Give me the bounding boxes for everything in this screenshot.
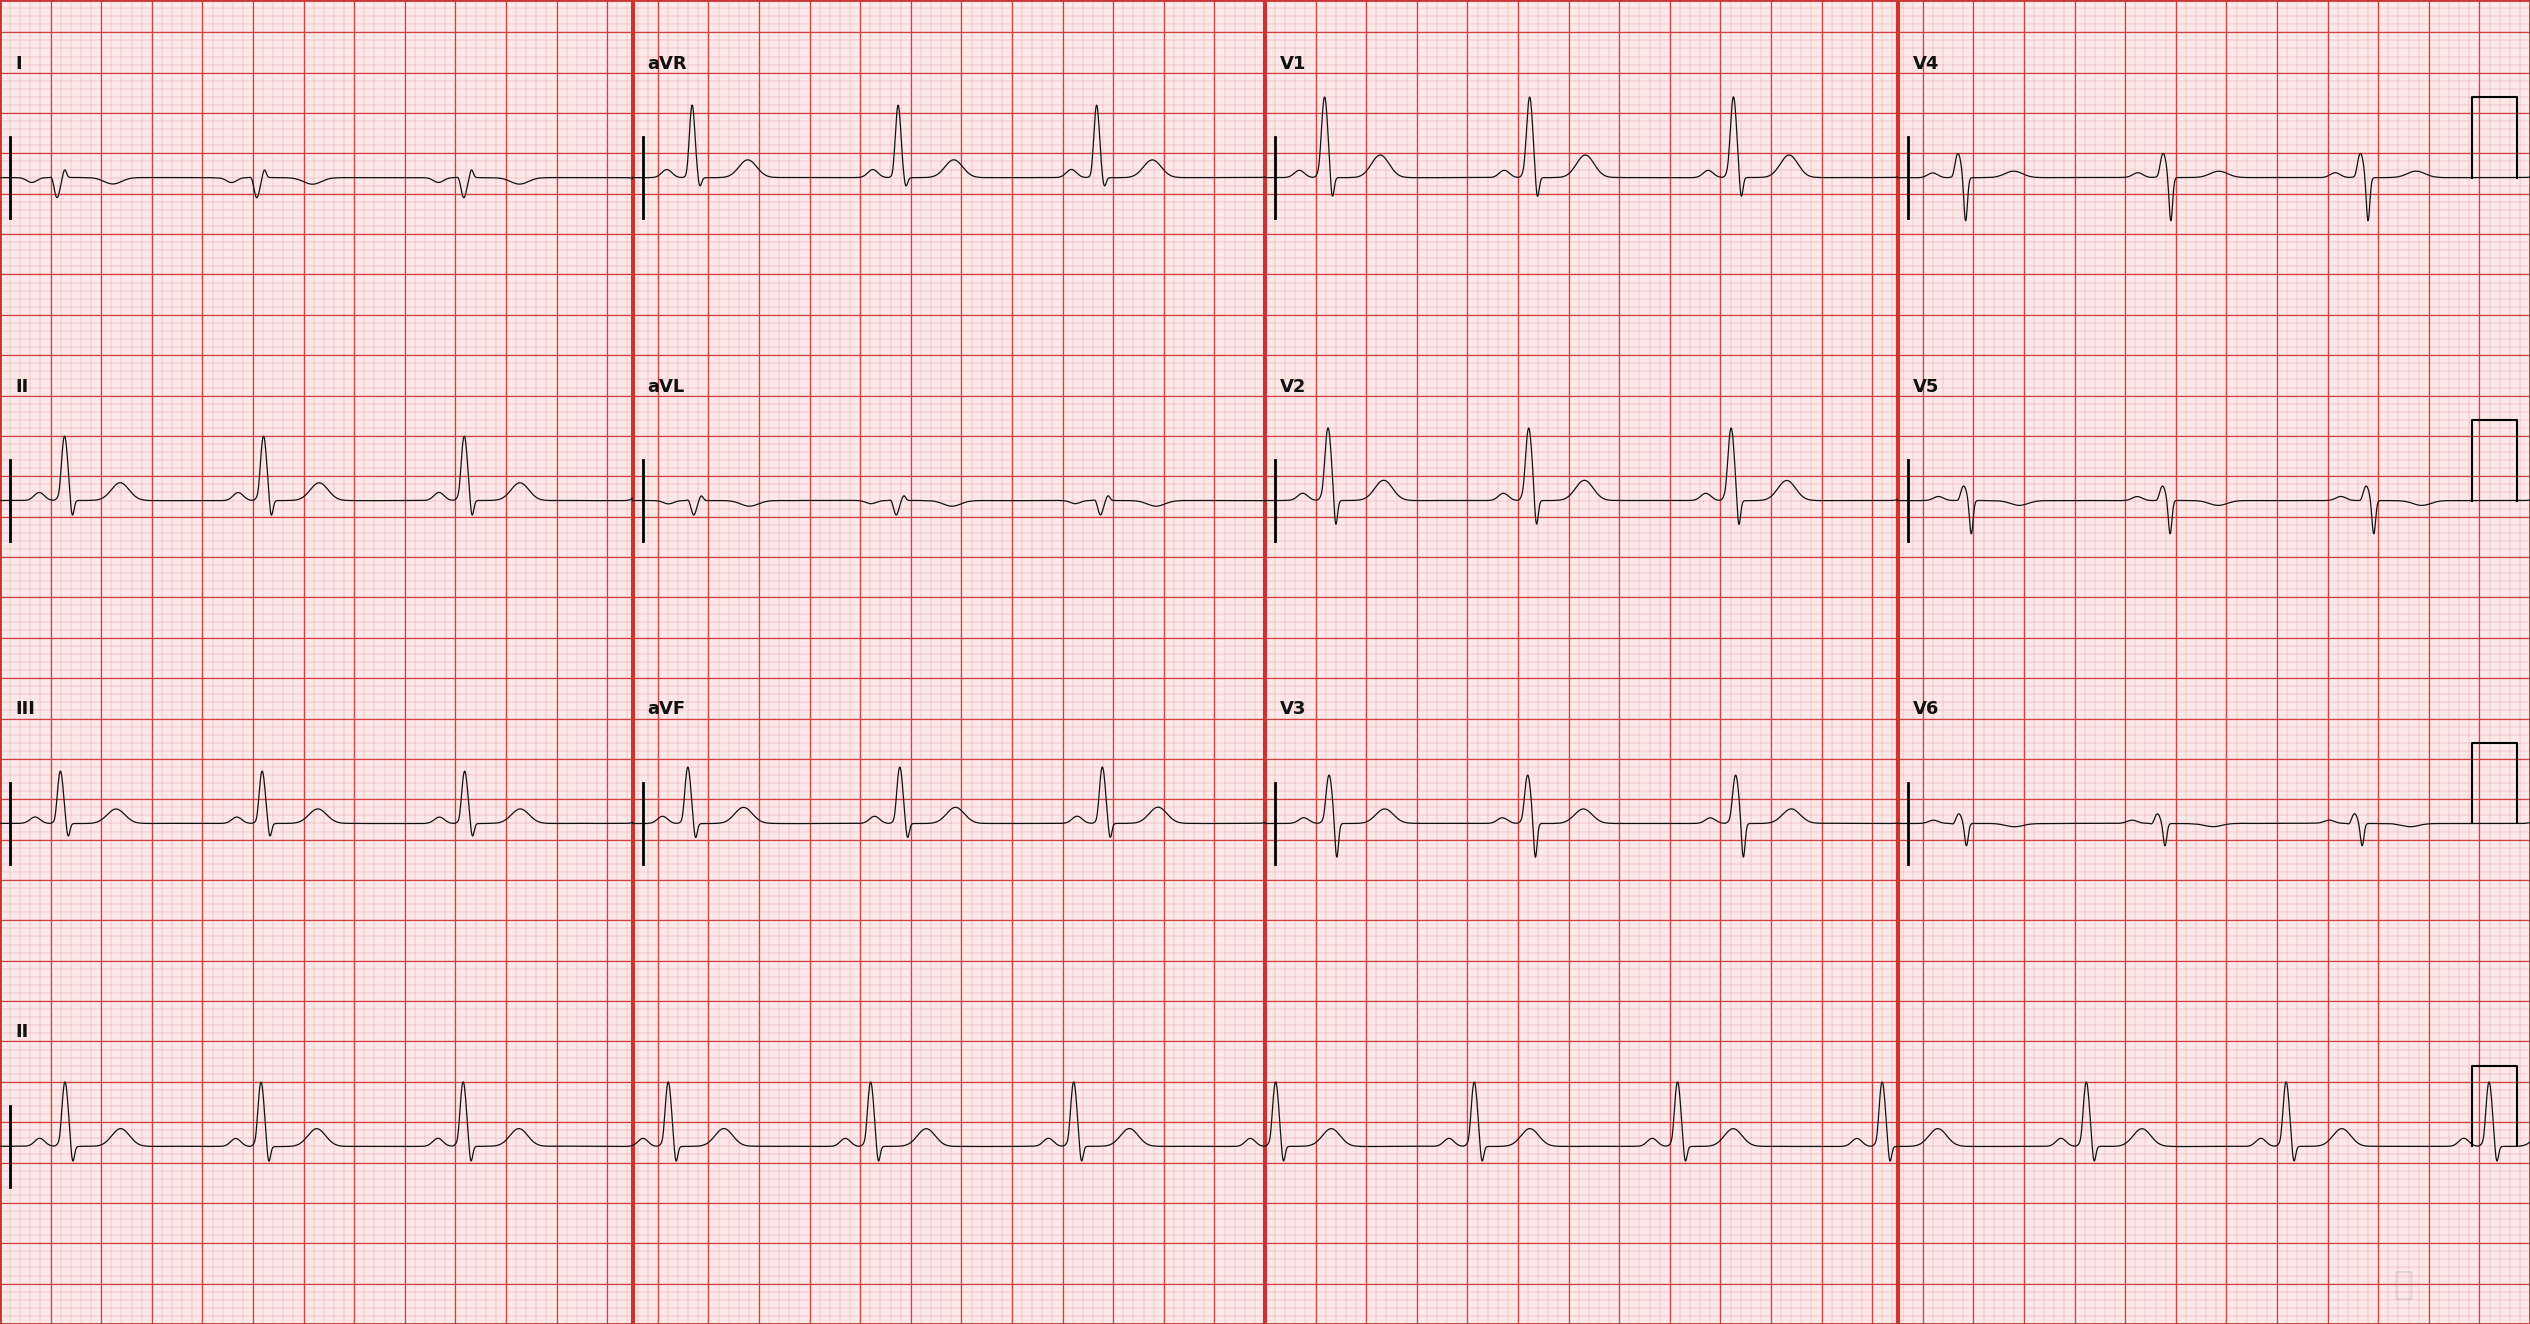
Text: V3: V3 bbox=[1280, 700, 1305, 719]
Text: aVL: aVL bbox=[648, 377, 686, 396]
Text: V4: V4 bbox=[1913, 54, 1938, 73]
Text: V1: V1 bbox=[1280, 54, 1305, 73]
Text: II: II bbox=[15, 377, 28, 396]
Text: I: I bbox=[15, 54, 23, 73]
Text: II: II bbox=[15, 1023, 28, 1042]
Text: V6: V6 bbox=[1913, 700, 1938, 719]
Text: V2: V2 bbox=[1280, 377, 1305, 396]
Text: aVF: aVF bbox=[648, 700, 686, 719]
Text: 🦅: 🦅 bbox=[2393, 1267, 2414, 1300]
Text: aVR: aVR bbox=[648, 54, 688, 73]
Text: V5: V5 bbox=[1913, 377, 1938, 396]
Text: III: III bbox=[15, 700, 35, 719]
